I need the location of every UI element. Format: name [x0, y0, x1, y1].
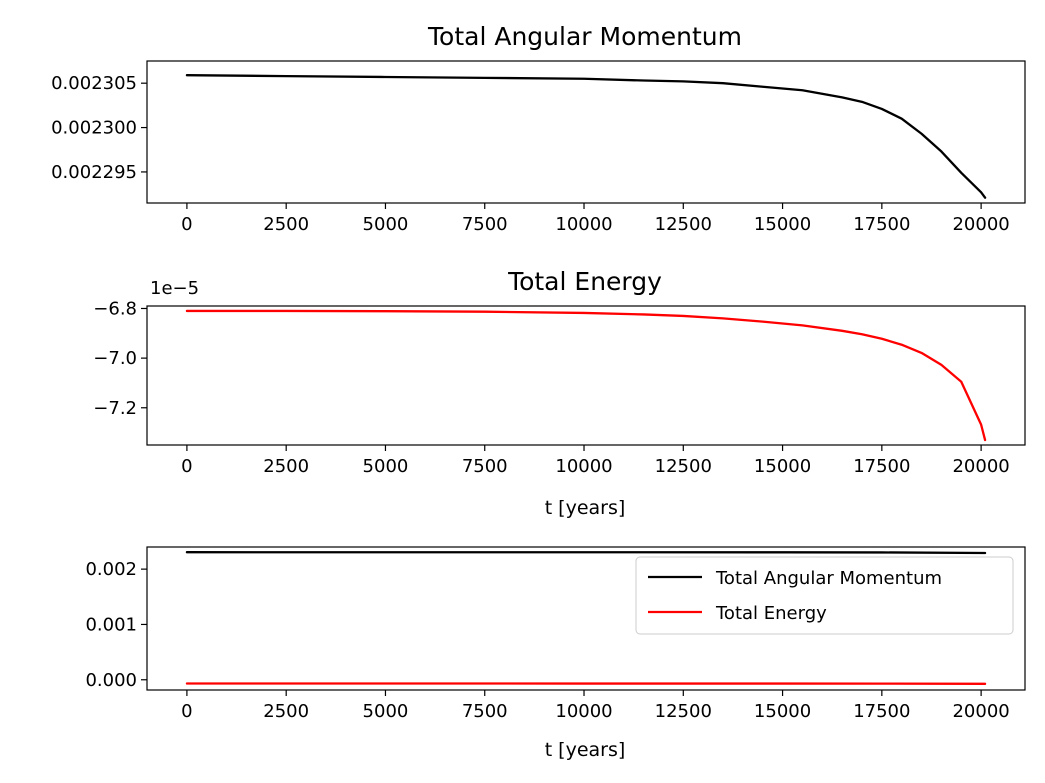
subplot-1-x-tick-label: 5000	[363, 214, 409, 235]
subplot-1-x-tick-label: 20000	[952, 214, 1009, 235]
subplot-1-x-tick-label: 2500	[263, 214, 309, 235]
subplot-2-y-tick-label: −7.0	[93, 348, 137, 369]
subplot-3-series-line-1	[185, 551, 987, 555]
legend-box	[635, 556, 1014, 635]
subplot-1-x-tick-label: 17500	[853, 214, 910, 235]
subplot-3-y-tick-label: 0.000	[85, 670, 137, 691]
subplot-1-y-tick-label: 0.002295	[51, 162, 137, 183]
subplot-2-x-tick-label: 0	[181, 456, 192, 477]
subplot-combined: 0.002 0.001 0.000 0 2500 5000 7500 10000 12500 1…	[85, 546, 1026, 761]
subplot-total-energy: Total Energy 1e−5 −6.8 −7.0 −7.2 0 2500 5000…	[93, 267, 1026, 519]
subplot-2-x-tick-label: 7500	[462, 456, 508, 477]
subplot-1-series-line-1	[185, 74, 987, 199]
subplot-2-x-tick-label: 5000	[363, 456, 409, 477]
subplot-2-series-line-1	[185, 309, 987, 442]
subplot-3-y-tick-label: 0.002	[85, 559, 137, 580]
subplot-angular-momentum: Total Angular Momentum 0.002305 0.002300 0…	[51, 22, 1026, 235]
subplot-3-y-tick-label: 0.001	[85, 614, 137, 635]
subplot-3-x-tick-label: 2500	[263, 701, 309, 722]
subplot-2-x-tick-label: 15000	[754, 456, 811, 477]
subplot-3-x-tick-label: 5000	[363, 701, 409, 722]
subplot-2-y-tick-label: −7.2	[93, 398, 137, 419]
subplot-3-x-tick-label: 17500	[853, 701, 910, 722]
subplot-2-x-axis-label: t [years]	[545, 497, 626, 519]
subplot-3-x-tick-label: 10000	[555, 701, 612, 722]
subplot-2-x-tick-label: 17500	[853, 456, 910, 477]
subplot-1-x-tick-label: 15000	[754, 214, 811, 235]
subplot-1-title: Total Angular Momentum	[427, 22, 742, 51]
subplot-3-x-tick-label: 15000	[754, 701, 811, 722]
subplot-2-x-tick-label: 12500	[655, 456, 712, 477]
legend: Total Angular Momentum Total Energy	[635, 556, 1014, 635]
subplot-1-y-tick-label: 0.002300	[51, 118, 137, 139]
subplot-3-x-tick-label: 0	[181, 701, 192, 722]
subplot-2-axes-frame	[146, 305, 1026, 446]
subplot-2-y-tick-label: −6.8	[93, 298, 137, 319]
legend-label-total-energy: Total Energy	[715, 603, 827, 624]
subplot-2-offset-text: 1e−5	[150, 278, 199, 299]
subplot-3-x-tick-label: 20000	[952, 701, 1009, 722]
subplot-3-x-tick-label: 7500	[462, 701, 508, 722]
subplot-1-x-tick-label: 12500	[655, 214, 712, 235]
subplot-2-x-tick-label: 20000	[952, 456, 1009, 477]
subplot-3-x-tick-label: 12500	[655, 701, 712, 722]
subplot-3-x-axis-label: t [years]	[545, 739, 626, 761]
subplot-1-x-tick-label: 7500	[462, 214, 508, 235]
subplot-1-x-tick-label: 10000	[555, 214, 612, 235]
subplot-2-title: Total Energy	[507, 267, 662, 296]
subplot-2-x-tick-label: 10000	[555, 456, 612, 477]
subplot-1-axes-frame	[146, 60, 1026, 204]
subplot-2-x-tick-label: 2500	[263, 456, 309, 477]
legend-label-angular-momentum: Total Angular Momentum	[715, 568, 942, 589]
subplot-3-axes-frame	[146, 546, 1026, 691]
subplot-1-y-tick-label: 0.002305	[51, 73, 137, 94]
subplot-1-x-tick-label: 0	[181, 214, 192, 235]
